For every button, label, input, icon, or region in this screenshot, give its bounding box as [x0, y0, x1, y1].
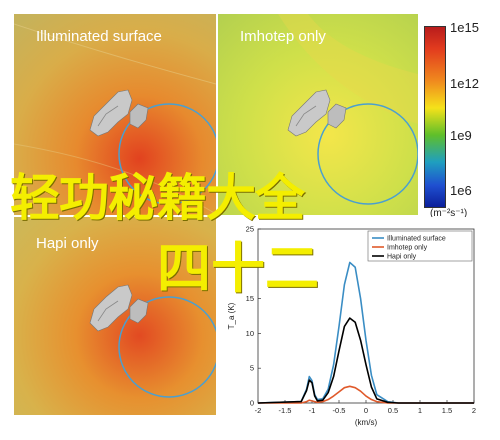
colorbar-tick: 1e15	[450, 20, 479, 35]
x-tick-label: -1.5	[279, 406, 292, 415]
orbit-circle	[118, 296, 216, 398]
x-tick-label: -1	[309, 406, 316, 415]
y-tick-label: 25	[246, 225, 254, 234]
y-tick-label: 5	[250, 364, 254, 373]
x-tick-label: 1	[418, 406, 422, 415]
legend-label: Imhotep only	[387, 245, 428, 252]
imhotep-only-panel: Imhotep only	[218, 14, 418, 215]
panel-title: Imhotep only	[240, 28, 326, 45]
y-tick-label: 0	[250, 399, 254, 408]
x-tick-label: 2	[472, 406, 476, 415]
x-axis-label: (km/s)	[355, 418, 378, 427]
colorbar-tick: 1e12	[450, 76, 479, 91]
x-tick-label: 0.5	[388, 406, 398, 415]
colorbar-tick: 1e9	[450, 128, 472, 143]
colorbar	[424, 26, 446, 208]
series-line-1	[257, 261, 474, 404]
legend-label: Hapi only	[387, 254, 417, 261]
hapi-only-panel: Hapi only	[14, 217, 216, 415]
legend-label: Illuminated surface	[387, 236, 446, 243]
y-axis-label: T_a (K)	[227, 302, 236, 329]
colorbar-unit: (m⁻²s⁻¹)	[430, 208, 468, 219]
velocity-profile-chart: -2 -1.5 -1 -0.5 0 0.5 1 1.5 2 0 5 10 15 20 25 (km/s) T_a…	[218, 217, 498, 435]
orbit-circle	[118, 103, 216, 205]
y-tick-label: 10	[246, 329, 254, 338]
x-tick-label: 1.5	[442, 406, 452, 415]
chart-svg: -2 -1.5 -1 -0.5 0 0.5 1 1.5 20510152025(km/s)T_a…	[218, 217, 498, 435]
y-tick-label: 20	[246, 259, 254, 268]
overlay-title: 轻功秘籍大全	[10, 169, 305, 227]
comet-nucleus	[287, 89, 347, 137]
orbit-circle	[317, 103, 418, 205]
colorbar-tick: 1e6	[450, 183, 472, 198]
overlay-subtitle: 四十二	[157, 237, 319, 300]
y-tick-label: 15	[246, 294, 254, 303]
comet-nucleus	[89, 89, 149, 137]
x-tick-label: -0.5	[333, 406, 346, 415]
illuminated-surface-panel: Illuminated surface	[14, 14, 216, 215]
panel-title: Illuminated surface	[36, 28, 162, 45]
series-line-2	[258, 385, 474, 404]
series-line-3	[257, 317, 474, 404]
comet-nucleus	[89, 284, 149, 332]
legend-box	[367, 230, 473, 262]
x-tick-label: -2	[255, 406, 262, 415]
x-tick-label: 0	[364, 406, 368, 415]
panel-title: Hapi only	[36, 235, 99, 252]
